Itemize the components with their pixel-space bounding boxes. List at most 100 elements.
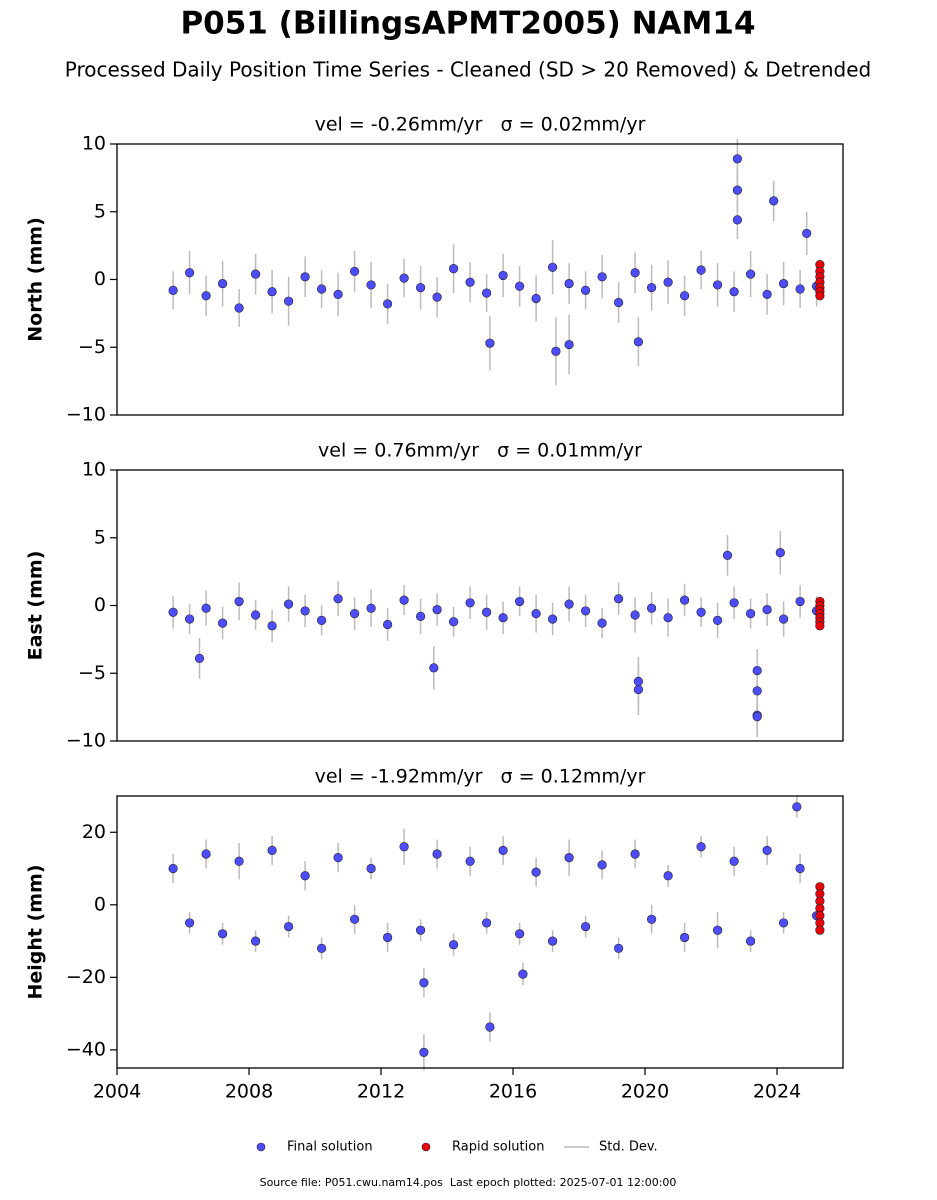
data-point bbox=[696, 842, 706, 852]
data-point bbox=[518, 969, 528, 979]
data-point bbox=[366, 280, 376, 290]
data-point bbox=[712, 615, 723, 626]
data-point bbox=[732, 185, 743, 195]
data-point bbox=[366, 603, 376, 613]
data-point bbox=[547, 262, 558, 272]
data-point bbox=[762, 289, 772, 300]
x-tick-label: 2024 bbox=[753, 1081, 801, 1103]
data-point bbox=[419, 1047, 429, 1058]
data-point bbox=[284, 599, 294, 609]
plot-frame bbox=[116, 143, 844, 416]
data-point bbox=[218, 618, 228, 628]
x-tick-label: 2008 bbox=[225, 1081, 273, 1103]
data-point bbox=[778, 614, 789, 624]
data-point bbox=[514, 281, 525, 291]
data-point bbox=[449, 940, 459, 950]
y-tick-label: 0 bbox=[94, 594, 106, 616]
x-tick-label: 2020 bbox=[621, 1081, 669, 1103]
data-point bbox=[498, 613, 508, 623]
y-tick-label: −10 bbox=[66, 730, 106, 752]
data-point bbox=[795, 284, 805, 294]
data-point bbox=[564, 853, 574, 863]
data-point bbox=[795, 863, 805, 874]
data-point bbox=[465, 277, 475, 287]
data-point bbox=[564, 599, 574, 609]
data-point bbox=[729, 856, 739, 866]
data-point bbox=[399, 595, 409, 605]
figure-subtitle: Processed Daily Position Time Series - C… bbox=[65, 58, 871, 82]
data-point bbox=[679, 291, 690, 301]
data-point bbox=[267, 621, 277, 631]
data-point bbox=[712, 280, 723, 290]
data-point bbox=[815, 621, 825, 631]
data-point bbox=[646, 914, 657, 924]
data-point bbox=[815, 925, 825, 935]
data-point bbox=[679, 932, 690, 943]
y-tick-label: 0 bbox=[94, 893, 106, 915]
data-point bbox=[168, 863, 178, 874]
data-point bbox=[498, 845, 508, 856]
y-tick-label: −5 bbox=[78, 662, 106, 684]
data-point bbox=[762, 845, 772, 856]
data-point bbox=[251, 269, 261, 279]
data-point bbox=[802, 228, 812, 239]
data-point bbox=[333, 594, 343, 604]
data-point bbox=[300, 272, 310, 282]
data-point bbox=[218, 278, 228, 289]
data-point bbox=[185, 918, 195, 928]
y-tick-label: −10 bbox=[66, 404, 106, 426]
data-point bbox=[752, 665, 762, 676]
data-point bbox=[663, 871, 673, 881]
data-point bbox=[251, 936, 261, 946]
data-point bbox=[284, 921, 294, 932]
y-tick-label: 10 bbox=[82, 133, 106, 155]
data-point bbox=[317, 943, 327, 953]
data-point bbox=[696, 607, 706, 617]
legend-label: Std. Dev. bbox=[599, 1140, 658, 1155]
data-point bbox=[185, 614, 195, 624]
data-point bbox=[267, 845, 277, 856]
legend-marker bbox=[256, 1142, 266, 1152]
data-point bbox=[485, 338, 495, 348]
data-point bbox=[201, 849, 211, 859]
legend-label: Final solution bbox=[287, 1140, 373, 1155]
data-point bbox=[679, 595, 690, 605]
legend-label: Rapid solution bbox=[452, 1140, 544, 1155]
data-point bbox=[350, 609, 360, 619]
data-point bbox=[201, 291, 211, 301]
panel-title: vel = -0.26mm/yr σ = 0.02mm/yr bbox=[315, 114, 646, 136]
y-tick-label: 5 bbox=[94, 526, 106, 548]
data-point bbox=[333, 853, 343, 863]
data-point bbox=[429, 663, 439, 673]
data-point bbox=[778, 278, 789, 289]
y-axis-label: North (mm) bbox=[25, 217, 47, 342]
data-point bbox=[465, 856, 475, 866]
data-point bbox=[485, 1022, 495, 1032]
data-point bbox=[234, 856, 244, 866]
data-point bbox=[630, 849, 640, 859]
data-point bbox=[300, 871, 310, 881]
data-point bbox=[251, 610, 261, 620]
data-point bbox=[416, 283, 426, 293]
x-tick-label: 2004 bbox=[93, 1081, 141, 1103]
data-point bbox=[383, 299, 393, 309]
y-tick-label: −20 bbox=[66, 966, 106, 988]
data-point bbox=[168, 607, 178, 617]
data-point bbox=[597, 618, 607, 628]
data-point bbox=[317, 284, 327, 294]
data-point bbox=[792, 802, 802, 812]
data-point bbox=[752, 686, 762, 696]
data-point bbox=[722, 550, 733, 560]
data-point bbox=[633, 676, 644, 686]
data-point bbox=[194, 653, 205, 663]
data-point bbox=[752, 712, 762, 722]
data-point bbox=[432, 849, 442, 859]
panel-title: vel = -1.92mm/yr σ = 0.12mm/yr bbox=[315, 766, 646, 788]
data-point bbox=[580, 921, 591, 932]
data-point bbox=[531, 293, 541, 304]
data-point bbox=[597, 272, 607, 282]
y-tick-label: 5 bbox=[94, 200, 106, 222]
data-point bbox=[419, 978, 429, 988]
data-point bbox=[646, 603, 657, 613]
